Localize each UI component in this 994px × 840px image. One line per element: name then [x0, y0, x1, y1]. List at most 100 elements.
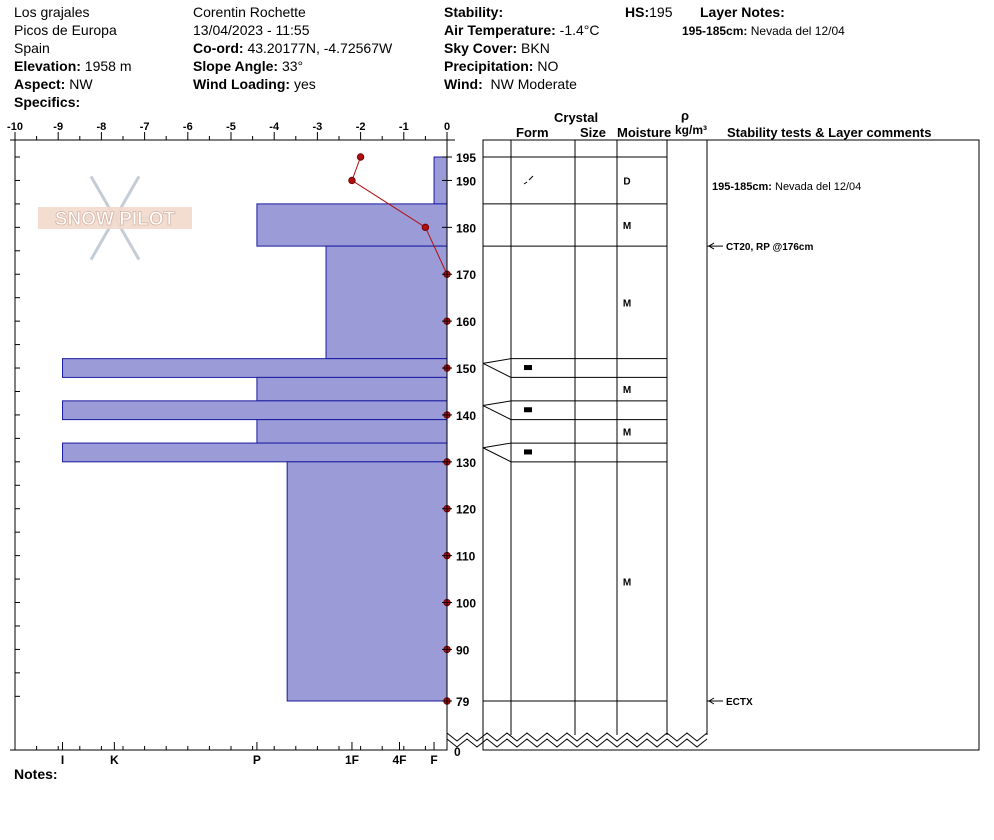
hardness-tick-label: 1F — [345, 753, 359, 767]
logo-text: SNOW PILOT — [55, 209, 176, 230]
elevation-value: 1958 m — [84, 58, 132, 74]
moisture-label: M — [623, 385, 631, 396]
specifics-label: Specifics: — [14, 94, 81, 110]
moisture-header: Moisture — [617, 125, 672, 140]
depth-tick-label: 79 — [456, 695, 470, 709]
slope-value: 33° — [281, 58, 304, 74]
coord-value: 43.20177N, -4.72567W — [247, 40, 393, 56]
depth-tick-label: 160 — [456, 315, 476, 329]
snowpilot-logo — [38, 175, 192, 261]
coord-field: Co-ord: 43.20177N, -4.72567W — [193, 40, 392, 56]
moisture-label: M — [623, 427, 631, 438]
temperature-point — [356, 153, 365, 161]
moisture-label: D — [623, 176, 630, 187]
temp-tick-label: -3 — [313, 121, 323, 133]
hardness-bar — [256, 376, 448, 402]
depth-tick-label: 190 — [456, 174, 476, 188]
wind-loading-field: Wind Loading: yes — [193, 76, 316, 92]
elevation-label: Elevation: — [14, 58, 81, 74]
hs-field: HS:195 — [625, 4, 672, 20]
layer-note-range: 195-185cm: — [682, 24, 748, 38]
hs-value: 195 — [649, 4, 673, 20]
temp-tick-label: -4 — [269, 121, 280, 133]
depth-tick-label: 150 — [456, 362, 476, 376]
layer-connector-line — [482, 358, 512, 364]
depth-tick-label: 170 — [456, 268, 476, 282]
depth-tick-label: 100 — [456, 597, 476, 611]
hardness-bar — [256, 203, 448, 247]
temp-tick-label: -7 — [140, 121, 150, 133]
hardness-bar — [325, 245, 448, 360]
hardness-tick-label: F — [430, 753, 437, 767]
wind-loading-label: Wind Loading: — [193, 76, 291, 92]
hs-label: HS: — [625, 4, 650, 20]
hardness-tick-label: 4F — [392, 753, 406, 767]
notes-label: Notes: — [14, 766, 58, 782]
form-header: Form — [516, 125, 549, 140]
aspect-field: Aspect: NW — [14, 76, 93, 92]
temp-tick-label: -6 — [183, 121, 193, 133]
layer-note-text: Nevada del 12/04 — [750, 24, 845, 38]
wind-field: Wind: NW Moderate — [444, 76, 577, 92]
decomposing-grain-symbol — [523, 175, 534, 185]
layer-connector-line — [482, 442, 512, 449]
sky-cover-label: Sky Cover: — [444, 40, 518, 56]
moisture-label: M — [623, 298, 631, 309]
wind-label: Wind: — [444, 76, 483, 92]
temperature-point — [421, 223, 430, 232]
temp-tick-label: 0 — [444, 121, 450, 133]
size-header: Size — [580, 125, 607, 140]
layer-note: 195-185cm: Nevada del 12/04 — [682, 24, 845, 38]
depth-tick-label: 195 — [456, 151, 476, 165]
country-name: Spain — [14, 40, 50, 56]
temperature-point — [348, 176, 356, 185]
depth-break-zigzag — [446, 732, 708, 742]
observer-name: Corentin Rochette — [193, 4, 306, 20]
moisture-label: M — [623, 577, 631, 588]
temp-tick-label: -5 — [226, 121, 236, 133]
crystal-grid-frame — [482, 139, 980, 751]
logo-banner — [38, 207, 192, 229]
aspect-value: NW — [69, 76, 93, 92]
stability-layer-note: 195-185cm: Nevada del 12/04 — [712, 181, 861, 193]
depth-tick-label: 90 — [456, 643, 470, 657]
precipitation-value: NO — [537, 58, 559, 74]
density-unit-header: kg/m³ — [675, 123, 708, 137]
hardness-tick-label: P — [253, 753, 261, 767]
observation-datetime: 13/04/2023 - 11:55 — [193, 22, 310, 38]
coord-label: Co-ord: — [193, 40, 244, 56]
hardness-bar — [62, 442, 448, 463]
depth-zero-label: 0 — [454, 745, 461, 759]
stability-test-label: ECTX — [726, 697, 753, 708]
slope-field: Slope Angle: 33° — [193, 58, 303, 74]
layer-connector-line — [482, 405, 512, 421]
stability-marker-arrow — [708, 697, 715, 705]
location-name: Los grajales — [14, 4, 90, 20]
stability-label: Stability: — [444, 4, 504, 20]
layer-connector-line — [482, 400, 512, 407]
air-temp-field: Air Temperature: -1.4°C — [444, 22, 600, 38]
depth-tick-label: 130 — [456, 456, 476, 470]
moisture-label: M — [623, 221, 631, 232]
hardness-bar — [256, 419, 448, 444]
aspect-label: Aspect: — [14, 76, 66, 92]
rho-header: ρ — [681, 108, 690, 123]
depth-tick-label: 180 — [456, 221, 476, 235]
temp-tick-label: -8 — [97, 121, 107, 133]
ice-layer-symbol — [524, 365, 532, 371]
depth-tick-label: 140 — [456, 409, 476, 423]
hardness-bar — [286, 461, 448, 702]
hardness-bar — [62, 358, 448, 378]
hardness-bar — [62, 400, 448, 421]
depth-break-zigzag — [446, 738, 708, 748]
air-temp-label: Air Temperature: — [444, 22, 556, 38]
sky-cover-value: BKN — [521, 40, 550, 56]
temp-tick-label: -1 — [399, 121, 409, 133]
depth-tick-label: 110 — [456, 550, 476, 564]
hardness-tick-label: I — [61, 753, 64, 767]
slope-label: Slope Angle: — [193, 58, 279, 74]
temp-tick-label: -9 — [53, 121, 63, 133]
wind-loading-value: yes — [293, 76, 316, 92]
temp-tick-label: -2 — [356, 121, 366, 133]
